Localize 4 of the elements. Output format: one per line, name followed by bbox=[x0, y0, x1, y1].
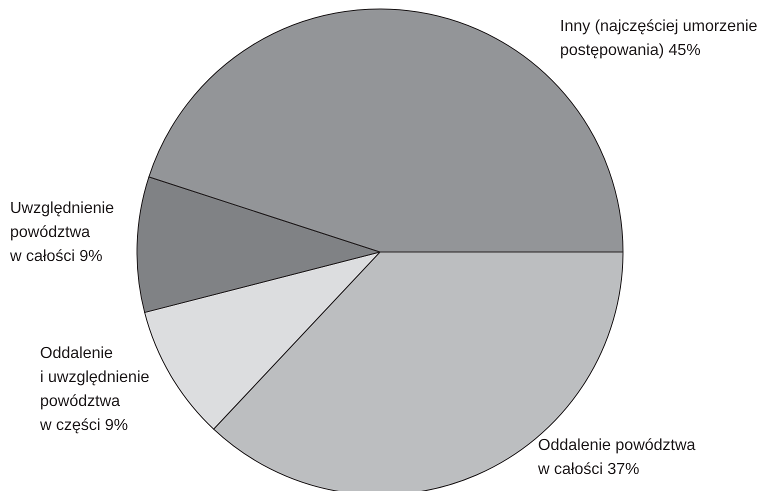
slice-label: Inny (najczęściej umorzenie postępowania) 45% bbox=[560, 18, 758, 59]
slice-label: Oddalenie i uwzględnienie powództwa w części 9% bbox=[39, 345, 150, 434]
slice-label: Oddalenie powództwa w całości 37% bbox=[537, 437, 696, 478]
slice-label: Uwzględnienie powództwa w całości 9% bbox=[9, 200, 114, 265]
